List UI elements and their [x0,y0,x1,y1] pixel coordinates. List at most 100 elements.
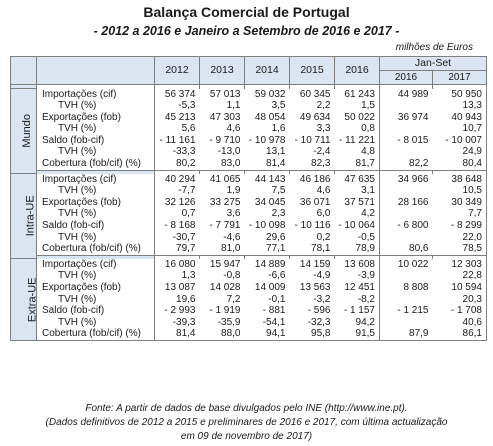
header-year-2012: 2012 [154,56,200,85]
table-cell: 56 374 [154,88,200,101]
table-cell: 29,6 [266,231,286,243]
table-cell: 80,4 [432,158,487,171]
table-cell: - 10 978 [248,134,286,146]
table-cell: -0,5 [357,231,375,243]
table-cell: - 10 711 [294,134,331,146]
table-cell: 10 022 [379,258,433,271]
table-cell: 33 275 [209,196,241,208]
header-janset-2017: 2017 [432,70,487,85]
table-cell: 3,5 [271,100,286,112]
row-label: TVH (%) [36,208,155,221]
table-cell: 50 950 [432,88,487,101]
table-cell: 24,9 [432,146,487,159]
table-cell: 28 166 [379,196,433,209]
table-cell: 86,1 [432,328,487,341]
table-cell: -7,7 [154,185,200,197]
table-cell: 1,9 [226,185,241,197]
header-label-cell [36,56,155,85]
table-cell [379,316,433,329]
units-label: milhões de Euros [395,42,473,53]
row-label: Exportações (fob) [36,196,155,209]
table-row: TVH (%) -33,3 -13,0 13,1 -2,4 4,8 24,9 [11,146,487,159]
table-row: TVH (%) 1,3 -0,8 -6,6 -4,9 -3,9 22,8 [11,270,487,282]
row-label: TVH (%) [36,100,155,112]
table-cell: 22,0 [432,231,487,244]
table-cell: - 7 791 [209,220,241,232]
table-cell: 12 451 [344,282,375,293]
row-label: Exportações (fob) [36,111,155,124]
table-cell: 44 143 [254,173,286,185]
table-row: Cobertura (fob/cif) (%) 80,2 83,0 81,4 82,3 8… [11,158,487,171]
row-label: TVH (%) [36,185,155,197]
table-cell: 0,7 [154,208,200,221]
table-cell: 79,7 [154,243,200,256]
table-row: Exportações (fob) 32 126 33 275 34 045 36 07… [11,196,487,209]
table-cell: 60 345 [299,88,331,100]
section-label: Mundo [10,87,37,175]
table-cell: 19,6 [154,293,200,306]
header-janset: Jan-Set [379,56,487,71]
table-cell: -3,9 [357,270,375,282]
table-cell [379,293,433,306]
table-cell: 94,1 [244,328,290,341]
source-note: Fonte: A partir de dados de base divulga… [85,403,408,414]
table-cell: 10,7 [432,123,487,135]
table-cell: - 6 800 [379,220,433,232]
table-cell: 3,1 [361,185,375,197]
table-cell: 81,0 [199,243,245,256]
table-cell: -3,2 [313,293,331,305]
table-cell: 1,1 [226,100,241,112]
row-label: Saldo (fob-cif) [36,220,155,232]
table-cell: 7,2 [226,293,241,305]
table-cell: 34 045 [254,196,286,208]
table-row: Exportações (fob) 45 213 47 303 48 054 49 63… [11,111,487,124]
data-note-line-2: em 09 de novembro de 2017) [180,431,313,442]
table-cell: 95,8 [289,328,335,341]
table-cell: 0,8 [361,123,375,135]
table-cell: -32,3 [307,316,331,328]
row-label: Importações (cif) [36,258,155,271]
table-cell: 7,5 [271,185,286,197]
table-cell: 82,3 [289,158,335,171]
table-cell: 45 213 [154,111,200,124]
report-subtitle: - 2012 a 2016 e Janeiro a Setembro de 20… [93,24,400,38]
table-cell: 94,2 [355,316,375,328]
table-cell [379,146,433,159]
table-cell: 87,9 [379,328,433,341]
table-cell: 6,0 [316,208,331,220]
table-cell: 50 022 [344,111,375,123]
table-cell: 2,2 [316,100,331,112]
table-cell: 40 294 [154,173,200,186]
row-label: Cobertura (fob/cif) (%) [36,158,155,171]
table-cell: 44 989 [379,88,433,101]
table-cell: 49 634 [299,111,331,123]
table-cell: 5,6 [154,123,200,135]
table-row: Cobertura (fob/cif) (%) 79,7 81,0 77,1 78,1 7… [11,243,487,256]
table-cell: 1,3 [154,270,200,282]
table-cell: 13 087 [154,282,200,294]
table-cell: 78,1 [289,243,335,256]
table-row: Mundo Importações (cif) 56 374 57 013 59 032… [10,87,487,175]
table-cell: 10 594 [432,282,487,294]
table-cell: - 1 919 [209,305,241,317]
table-cell: 41 065 [209,173,241,185]
table-cell: -4,6 [223,231,241,243]
table-row: Exportações (fob) 13 087 14 028 14 009 13 56… [11,282,487,294]
table-cell: 14 009 [254,282,286,293]
table-cell: 8 808 [379,282,433,294]
header-year-2015: 2015 [289,56,335,85]
row-label: TVH (%) [36,270,155,282]
table-cell: -35,9 [217,316,241,328]
section-name: Mundo [21,114,34,148]
table-cell: 61 243 [344,88,375,100]
table-cell: - 9 710 [209,134,241,146]
table-cell: - 2 993 [154,305,200,317]
table-cell: 59 032 [254,88,286,100]
row-label: TVH (%) [36,293,155,306]
table-cell: 46 186 [299,173,331,185]
section-name: Extra-UE [26,277,37,322]
table-cell: - 8 168 [154,220,200,232]
table-cell: 37 571 [344,196,375,208]
table-cell: 0,2 [316,231,331,243]
table-cell: 38 648 [432,173,487,186]
